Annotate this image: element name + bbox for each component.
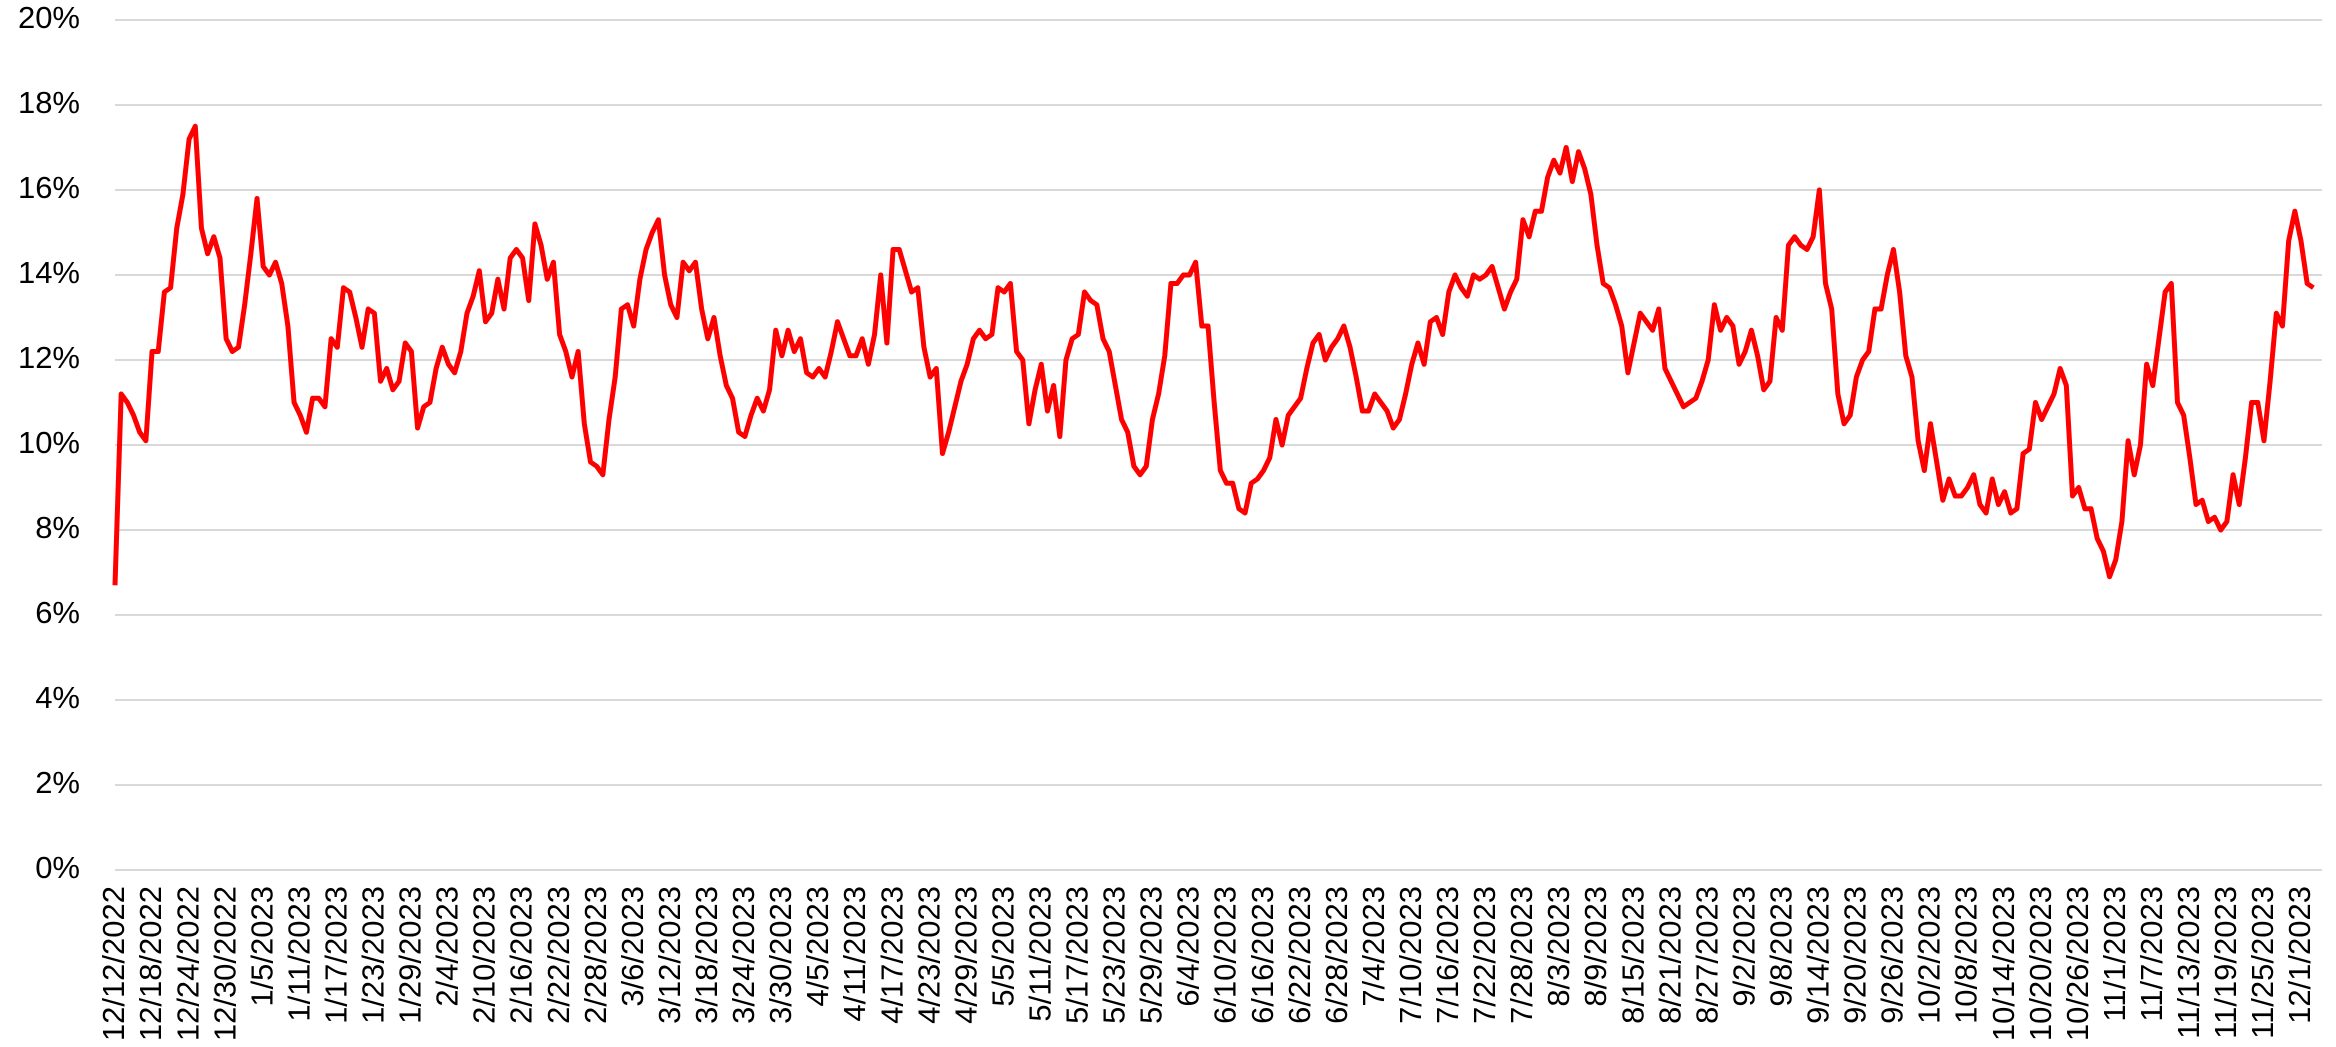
x-tick-label: 5/11/2023 xyxy=(1022,886,1057,1022)
x-tick-label: 9/20/2023 xyxy=(1838,886,1873,1024)
x-tick-label: 9/8/2023 xyxy=(1763,886,1798,1007)
x-tick-label: 11/13/2023 xyxy=(2171,886,2206,1039)
x-tick-label: 5/5/2023 xyxy=(985,886,1020,1007)
y-tick-label: 4% xyxy=(35,680,80,715)
x-tick-label: 7/28/2023 xyxy=(1504,886,1539,1024)
y-tick-label: 0% xyxy=(35,850,80,885)
x-tick-label: 12/1/2023 xyxy=(2282,886,2317,1024)
y-tick-label: 10% xyxy=(18,425,80,460)
x-tick-label: 11/7/2023 xyxy=(2134,886,2169,1022)
x-tick-label: 1/29/2023 xyxy=(393,886,428,1024)
x-tick-label: 4/5/2023 xyxy=(800,886,835,1007)
y-tick-label: 18% xyxy=(18,85,80,120)
x-tick-label: 12/12/2022 xyxy=(96,886,131,1041)
x-tick-label: 2/10/2023 xyxy=(467,886,502,1024)
x-tick-label: 10/26/2023 xyxy=(2060,886,2095,1041)
y-tick-label: 12% xyxy=(18,340,80,375)
x-tick-label: 1/11/2023 xyxy=(281,886,316,1022)
x-tick-label: 5/29/2023 xyxy=(1134,886,1169,1024)
x-tick-label: 11/25/2023 xyxy=(2245,886,2280,1039)
x-tick-label: 10/20/2023 xyxy=(2023,886,2058,1041)
x-tick-label: 9/14/2023 xyxy=(1801,886,1836,1024)
x-tick-label: 11/19/2023 xyxy=(2208,886,2243,1039)
y-tick-label: 14% xyxy=(18,255,80,290)
x-tick-label: 11/1/2023 xyxy=(2097,886,2132,1022)
x-tick-label: 9/26/2023 xyxy=(1875,886,1910,1024)
x-tick-label: 7/16/2023 xyxy=(1430,886,1465,1024)
x-tick-label: 7/10/2023 xyxy=(1393,886,1428,1024)
x-tick-label: 3/12/2023 xyxy=(652,886,687,1024)
x-tick-label: 4/29/2023 xyxy=(948,886,983,1024)
x-tick-label: 8/9/2023 xyxy=(1578,886,1613,1007)
x-tick-label: 8/3/2023 xyxy=(1541,886,1576,1007)
x-tick-label: 3/6/2023 xyxy=(615,886,650,1007)
x-tick-label: 6/10/2023 xyxy=(1208,886,1243,1024)
x-tick-label: 1/17/2023 xyxy=(318,886,353,1024)
x-tick-label: 8/21/2023 xyxy=(1652,886,1687,1024)
x-tick-label: 6/16/2023 xyxy=(1245,886,1280,1024)
x-tick-label: 8/27/2023 xyxy=(1689,886,1724,1024)
x-tick-label: 12/30/2022 xyxy=(207,886,242,1041)
x-tick-label: 3/30/2023 xyxy=(763,886,798,1024)
x-tick-label: 10/14/2023 xyxy=(1986,886,2021,1041)
x-tick-label: 5/23/2023 xyxy=(1097,886,1132,1024)
x-tick-label: 5/17/2023 xyxy=(1060,886,1095,1024)
x-tick-label: 9/2/2023 xyxy=(1726,886,1761,1007)
x-tick-label: 3/24/2023 xyxy=(726,886,761,1024)
x-tick-label: 7/22/2023 xyxy=(1467,886,1502,1024)
x-tick-label: 6/28/2023 xyxy=(1319,886,1354,1024)
y-tick-label: 2% xyxy=(35,765,80,800)
x-tick-label: 2/22/2023 xyxy=(541,886,576,1024)
x-tick-label: 1/5/2023 xyxy=(244,886,279,1007)
x-tick-label: 3/18/2023 xyxy=(689,886,724,1024)
x-tick-label: 8/15/2023 xyxy=(1615,886,1650,1024)
x-tick-label: 10/8/2023 xyxy=(1949,886,1984,1024)
x-tick-label: 10/2/2023 xyxy=(1912,886,1947,1024)
data-line xyxy=(112,123,2315,586)
y-tick-label: 6% xyxy=(35,595,80,630)
x-tick-label: 7/4/2023 xyxy=(1356,886,1391,1007)
x-tick-label: 4/17/2023 xyxy=(874,886,909,1024)
x-tick-label: 4/11/2023 xyxy=(837,886,872,1022)
x-tick-label: 12/24/2022 xyxy=(170,886,205,1041)
x-tick-label: 2/28/2023 xyxy=(578,886,613,1024)
x-tick-label: 12/18/2022 xyxy=(133,886,168,1041)
y-tick-label: 8% xyxy=(35,510,80,545)
x-tick-label: 4/23/2023 xyxy=(911,886,946,1024)
x-tick-label: 6/22/2023 xyxy=(1282,886,1317,1024)
y-tick-label: 20% xyxy=(18,0,80,35)
x-tick-label: 2/4/2023 xyxy=(430,886,465,1007)
x-tick-label: 2/16/2023 xyxy=(504,886,539,1024)
x-tick-label: 6/4/2023 xyxy=(1171,886,1206,1007)
x-tick-label: 1/23/2023 xyxy=(356,886,391,1024)
y-tick-label: 16% xyxy=(18,170,80,205)
